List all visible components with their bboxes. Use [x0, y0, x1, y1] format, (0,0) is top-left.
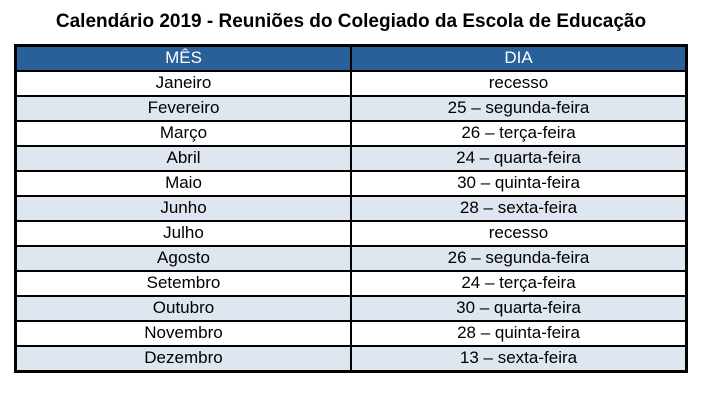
month-cell: Junho — [14, 194, 352, 222]
table-row: Junho 28 – sexta-feira — [14, 194, 688, 222]
table-row: Março 26 – terça-feira — [14, 119, 688, 147]
table-row: Janeiro recesso — [14, 69, 688, 97]
month-cell: Março — [14, 119, 352, 147]
day-cell: 26 – terça-feira — [350, 119, 688, 147]
month-cell: Abril — [14, 144, 352, 172]
day-cell: 28 – sexta-feira — [350, 194, 688, 222]
day-cell: 26 – segunda-feira — [350, 244, 688, 272]
page-title: Calendário 2019 - Reuniões do Colegiado … — [55, 11, 647, 32]
table-row: Setembro 24 – terça-feira — [14, 269, 688, 297]
month-cell: Janeiro — [14, 69, 352, 97]
table-row: Dezembro 13 – sexta-feira — [14, 344, 688, 373]
table-row: Outubro 30 – quarta-feira — [14, 294, 688, 322]
day-cell: 13 – sexta-feira — [350, 344, 688, 373]
column-header-mes: MÊS — [14, 44, 352, 72]
month-cell: Fevereiro — [14, 94, 352, 122]
table-row: Novembro 28 – quinta-feira — [14, 319, 688, 347]
table-row: Maio 30 – quinta-feira — [14, 169, 688, 197]
header-row: MÊS DIA — [14, 44, 688, 72]
table-row: Agosto 26 – segunda-feira — [14, 244, 688, 272]
month-cell: Agosto — [14, 244, 352, 272]
month-cell: Dezembro — [14, 344, 352, 373]
month-cell: Novembro — [14, 319, 352, 347]
calendar-table: MÊS DIA Janeiro recesso Fevereiro 25 – segu… — [14, 43, 688, 373]
month-cell: Maio — [14, 169, 352, 197]
table-body: Janeiro recesso Fevereiro 25 – segunda-feir… — [14, 69, 688, 373]
month-cell: Julho — [14, 219, 352, 247]
month-cell: Outubro — [14, 294, 352, 322]
table-row: Abril 24 – quarta-feira — [14, 144, 688, 172]
day-cell: 30 – quarta-feira — [350, 294, 688, 322]
table-row: Fevereiro 25 – segunda-feira — [14, 94, 688, 122]
day-cell: 30 – quinta-feira — [350, 169, 688, 197]
table-header: MÊS DIA — [14, 44, 688, 72]
day-cell: 28 – quinta-feira — [350, 319, 688, 347]
day-cell: recesso — [350, 219, 688, 247]
month-cell: Setembro — [14, 269, 352, 297]
column-header-dia: DIA — [350, 44, 688, 72]
day-cell: recesso — [350, 69, 688, 97]
table-row: Julho recesso — [14, 219, 688, 247]
day-cell: 24 – quarta-feira — [350, 144, 688, 172]
day-cell: 25 – segunda-feira — [350, 94, 688, 122]
day-cell: 24 – terça-feira — [350, 269, 688, 297]
